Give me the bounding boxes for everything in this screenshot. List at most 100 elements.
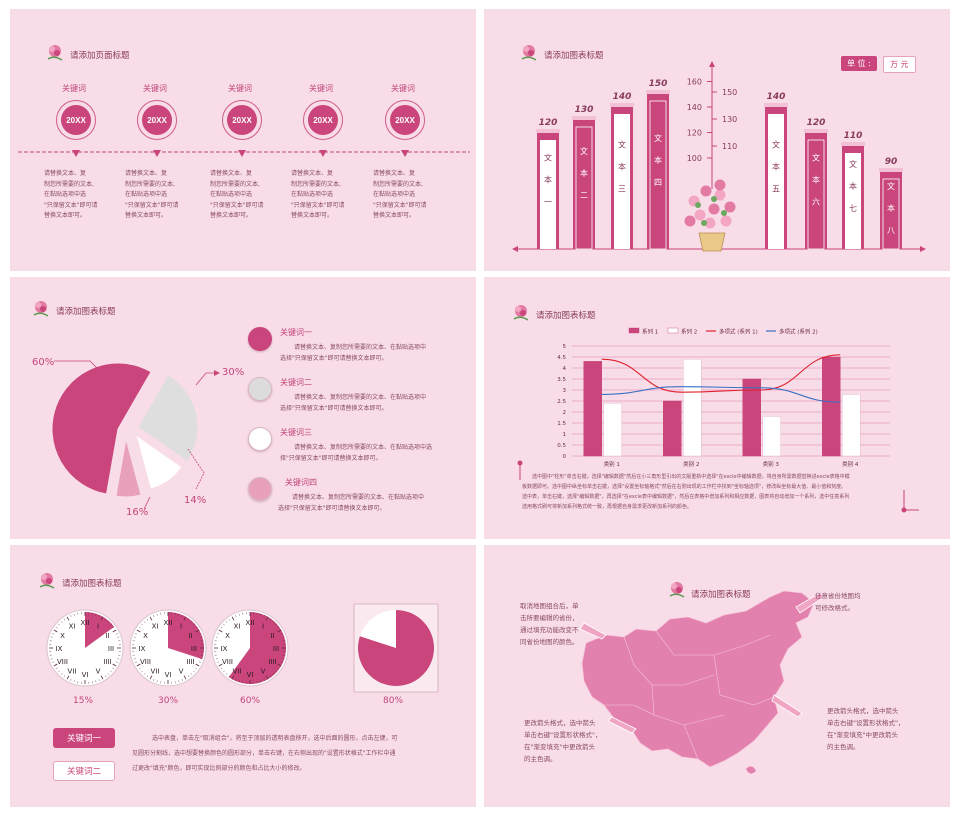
description-line: 制您所需要的文本, bbox=[125, 180, 175, 188]
description-line: 选中图中"柱形"单击右键，选择"编辑数据"然后在小三角形里引出的文版重新中选择"… bbox=[532, 474, 850, 480]
axis-tick-label: 160 bbox=[687, 78, 702, 87]
description-line: 在黏贴选项中选 bbox=[210, 191, 253, 198]
description-line: 替换文本即可。 bbox=[125, 212, 168, 219]
clock-numeral: I bbox=[97, 622, 99, 630]
legend-text: 请替换文本、复制您所需要的文本、在黏贴选项中选择"只保留文本"即可请替换文本即可… bbox=[280, 342, 474, 364]
description-text: 请替换文本、复 制您所需要的文本, 在黏贴选项中选 "只保留文本"即可请 替换文本即可。 bbox=[44, 169, 102, 222]
chart-title: 请添加图表标题 bbox=[56, 307, 116, 317]
legend-title: 关键词四 bbox=[285, 478, 317, 487]
y-tick-label: 3 bbox=[563, 388, 567, 394]
flower-icon bbox=[39, 573, 55, 589]
bar-category-label: 本 bbox=[618, 162, 626, 172]
bar-category-label: 本 bbox=[772, 162, 780, 172]
clock-numeral: III bbox=[108, 645, 114, 653]
year-circle[interactable]: 20XX bbox=[303, 100, 343, 140]
bar bbox=[583, 361, 602, 457]
y-tick-label: 2 bbox=[563, 410, 567, 416]
clock-percent-label: 80% bbox=[383, 696, 404, 706]
clock-numeral: IIII bbox=[103, 658, 111, 666]
year-circle[interactable]: 20XX bbox=[222, 100, 262, 140]
china-map[interactable] bbox=[484, 545, 950, 807]
axis-tick-label: 110 bbox=[722, 142, 737, 151]
bar-chart: 100120140160110130150120文本一130文本二140文本三1… bbox=[512, 61, 926, 252]
legend-text-line: 选择"只保留文本"即可请替换文本即可。 bbox=[280, 355, 388, 362]
bar-category-label: 文 bbox=[772, 140, 780, 150]
x-tick-label: 类别 1 bbox=[604, 460, 620, 468]
slide-timeline[interactable]: 请添加页面标题 关键词 20XX 请替换文本、复 制您所需要的文本, 在黏贴选项中选 "只… bbox=[10, 9, 476, 271]
keyword-label: 关键词 bbox=[228, 84, 252, 93]
y-tick-label: 2.5 bbox=[557, 399, 566, 405]
legend-text-line: 选择"只保留文本"即可请替换文本即可。 bbox=[278, 505, 386, 512]
note-line: 的主色调。 bbox=[524, 755, 557, 763]
slide-pie-chart[interactable]: 请添加图表标题 60% 30% 14% 16% 关键词一 请替换文本、复制您所需要的文本… bbox=[10, 277, 476, 539]
clock-numeral: V bbox=[179, 668, 184, 676]
bar bbox=[762, 416, 781, 457]
year-circle-label: 20XX bbox=[142, 105, 172, 135]
slide-bar-chart[interactable]: 请添加图表标题 单 位 : 万 元 100 120 140 160 110 130 150 1… bbox=[484, 9, 950, 271]
description-line: 制您所需要的文本, bbox=[210, 180, 260, 188]
bar-category-label: 四 bbox=[654, 178, 662, 187]
map-note: 更改箭头格式，选中箭头 单击右键"设置形状格式"， 在"渐变填充"中更改箭头 的主色调… bbox=[827, 705, 937, 753]
bar-value-label: 140 bbox=[767, 92, 786, 102]
x-tick-label: 类别 4 bbox=[842, 460, 859, 468]
trendline bbox=[601, 354, 841, 393]
y-tick-label: 4 bbox=[563, 366, 567, 372]
description-line: 替换文本即可。 bbox=[44, 212, 87, 219]
bar-category-label: 一 bbox=[544, 198, 552, 207]
axis-tick-label: 140 bbox=[687, 103, 702, 112]
chart-title: 请添加图表标题 bbox=[536, 311, 596, 321]
description-line: 在黏贴选项中选 bbox=[44, 191, 87, 198]
legend-entry: 系列 1 bbox=[642, 328, 658, 336]
legend-text-line: 择"只保留文本"即可请替换文本即可。 bbox=[280, 455, 382, 462]
clock-percent-label: 15% bbox=[73, 696, 94, 706]
description-text: 请替换文本、复 制您所需要的文本, 在黏贴选项中选 "只保留文本"即可请 替换文本即可。 bbox=[125, 169, 183, 222]
description-line: 请替换文本、复 bbox=[44, 170, 87, 177]
bar-category-label: 本 bbox=[887, 203, 895, 213]
map-note: 任意省份地图均 可修改格式。 bbox=[815, 590, 905, 614]
keyword-label: 关键词 bbox=[391, 84, 415, 93]
description-line: 请替换文本、复 bbox=[125, 170, 168, 177]
axis-tick-label: 100 bbox=[687, 154, 702, 163]
bar-category-label: 本 bbox=[812, 175, 820, 185]
description-line: 替换文本即可。 bbox=[373, 212, 416, 219]
slide-map[interactable]: 请添加图表标题 取消地图组合后，单 击所要编辑的省份， 通过填充功能改变不 同省份地图… bbox=[484, 545, 950, 807]
legend-swatch bbox=[248, 427, 272, 451]
clock-numeral: XII bbox=[246, 619, 255, 627]
note-line: 在"渐变填充"中更改箭头 bbox=[827, 731, 898, 739]
bar-category-label: 七 bbox=[849, 204, 857, 213]
bar-category-label: 本 bbox=[580, 168, 588, 178]
legend-swatch bbox=[248, 327, 272, 351]
year-circle-label: 20XX bbox=[390, 105, 420, 135]
clock-numeral: IX bbox=[56, 645, 63, 653]
keyword-label: 关键词 bbox=[143, 84, 167, 93]
timeline-line bbox=[18, 150, 470, 157]
keyword-two-button[interactable]: 关键词二 bbox=[53, 761, 115, 781]
legend-text: 请替换文本、复制您所需要的文本、在黏贴选项中选择"只保留文本"即可请替换文本即可… bbox=[280, 442, 474, 464]
note-line: 通过填充功能改变不 bbox=[520, 626, 579, 634]
bar-category-label: 文 bbox=[849, 159, 857, 169]
legend-title: 关键词一 bbox=[280, 328, 312, 337]
legend-entry: 多项式 (系列 1) bbox=[719, 328, 758, 336]
bar bbox=[879, 168, 903, 250]
description-line: 板数据即可。选中图中纵坐标单击右键，选择"设置坐标轴格式"然后在右侧出现的工作栏… bbox=[522, 484, 847, 490]
flower-pot-icon bbox=[684, 179, 736, 252]
bar bbox=[764, 103, 788, 249]
note-line: 更改箭头格式，选中箭头 bbox=[524, 719, 596, 727]
pie-slice bbox=[135, 433, 183, 490]
year-circle[interactable]: 20XX bbox=[56, 100, 96, 140]
slide-combo-chart[interactable]: 请添加图表标题 系列 1 系列 2 多项式 (系列 1) 多项式 (系列 2) 0 0.5… bbox=[484, 277, 950, 539]
slide-clocks[interactable]: 请添加图表标题 XII I II III IIII V VI VII VIII IX X XI XII I… bbox=[10, 545, 476, 807]
chart-title: 请添加图表标题 bbox=[62, 579, 122, 589]
clock-percent-label: 60% bbox=[240, 696, 261, 706]
bar bbox=[804, 129, 828, 250]
description-line: 制您所需要的文本, bbox=[44, 180, 94, 188]
note-line: 任意省份地图均 bbox=[815, 592, 861, 600]
description-line: 见圆形分割线，选中想要替换颜色的圆形部分，单击右键，在右侧出现的"设置形状格式"… bbox=[132, 750, 396, 757]
clock-numeral: X bbox=[60, 632, 65, 640]
bar-category-label: 文 bbox=[580, 146, 588, 156]
keyword-one-button[interactable]: 关键词一 bbox=[53, 728, 115, 748]
y-tick-label: 1.5 bbox=[557, 421, 566, 427]
year-circle[interactable]: 20XX bbox=[385, 100, 425, 140]
year-circle[interactable]: 20XX bbox=[137, 100, 177, 140]
clock-numeral: IX bbox=[221, 645, 228, 653]
